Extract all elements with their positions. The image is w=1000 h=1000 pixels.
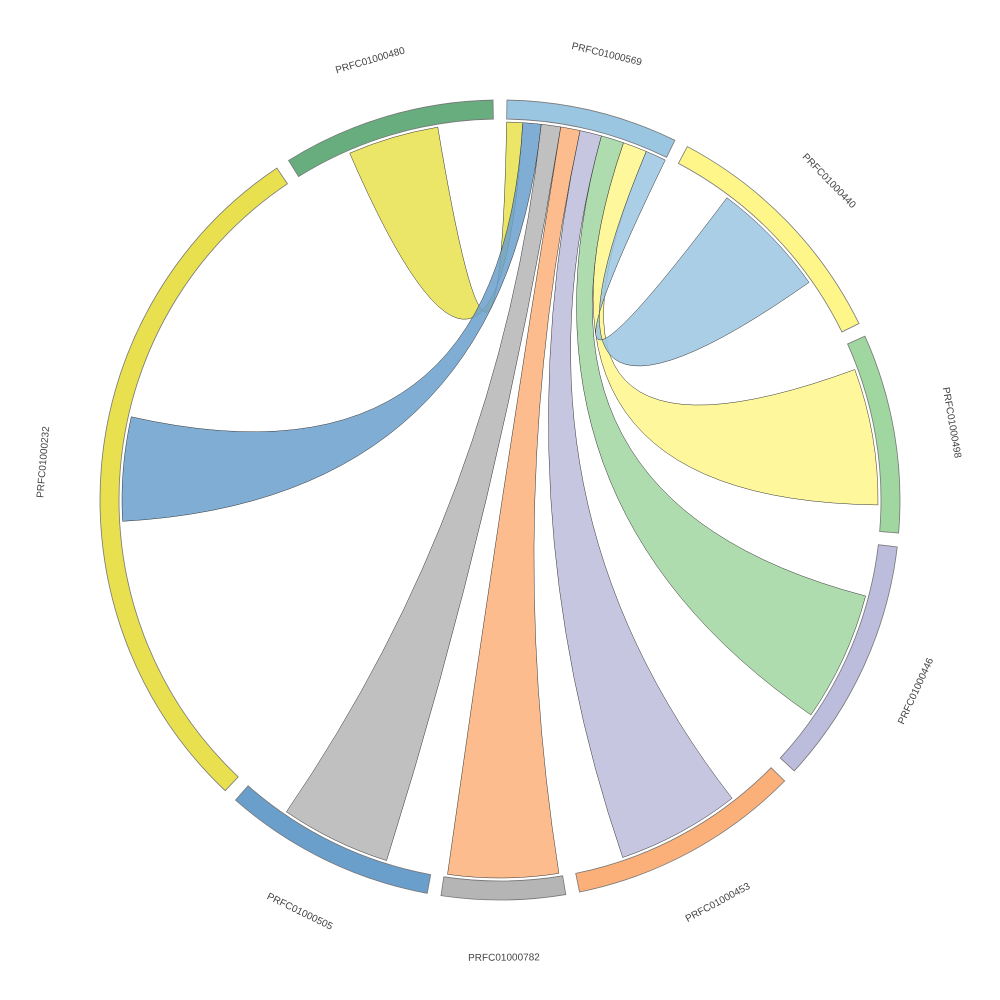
node-arc [677,146,860,333]
node-arc [506,99,676,158]
chord-ribbon [548,130,733,858]
node-arc [99,167,289,792]
chord-ribbon [349,121,524,320]
node-arc [234,785,432,894]
node-label: PRFC01000453 [684,881,753,925]
node-label: PRFC01000498 [940,386,963,459]
node-label: PRFC01000569 [570,41,643,68]
chord-ribbon [576,135,866,716]
node-arc [288,99,494,178]
node-label: PRFC01000505 [265,891,335,932]
chord-ribbon [595,151,810,367]
node-label: PRFC01000232 [35,426,52,499]
node-label: PRFC01000782 [468,952,540,964]
node-label: PRFC01000440 [800,152,858,211]
node-arc [847,335,901,534]
node-label: PRFC01000446 [896,656,936,726]
chord-ribbon [286,123,562,861]
node-arc [779,544,898,772]
node-arc [440,875,567,901]
chord-ribbon [592,142,879,506]
chord-ribbon [447,126,581,879]
node-arc [575,767,786,893]
node-label: PRFC01000480 [334,45,406,76]
chord-ribbon [121,122,542,522]
